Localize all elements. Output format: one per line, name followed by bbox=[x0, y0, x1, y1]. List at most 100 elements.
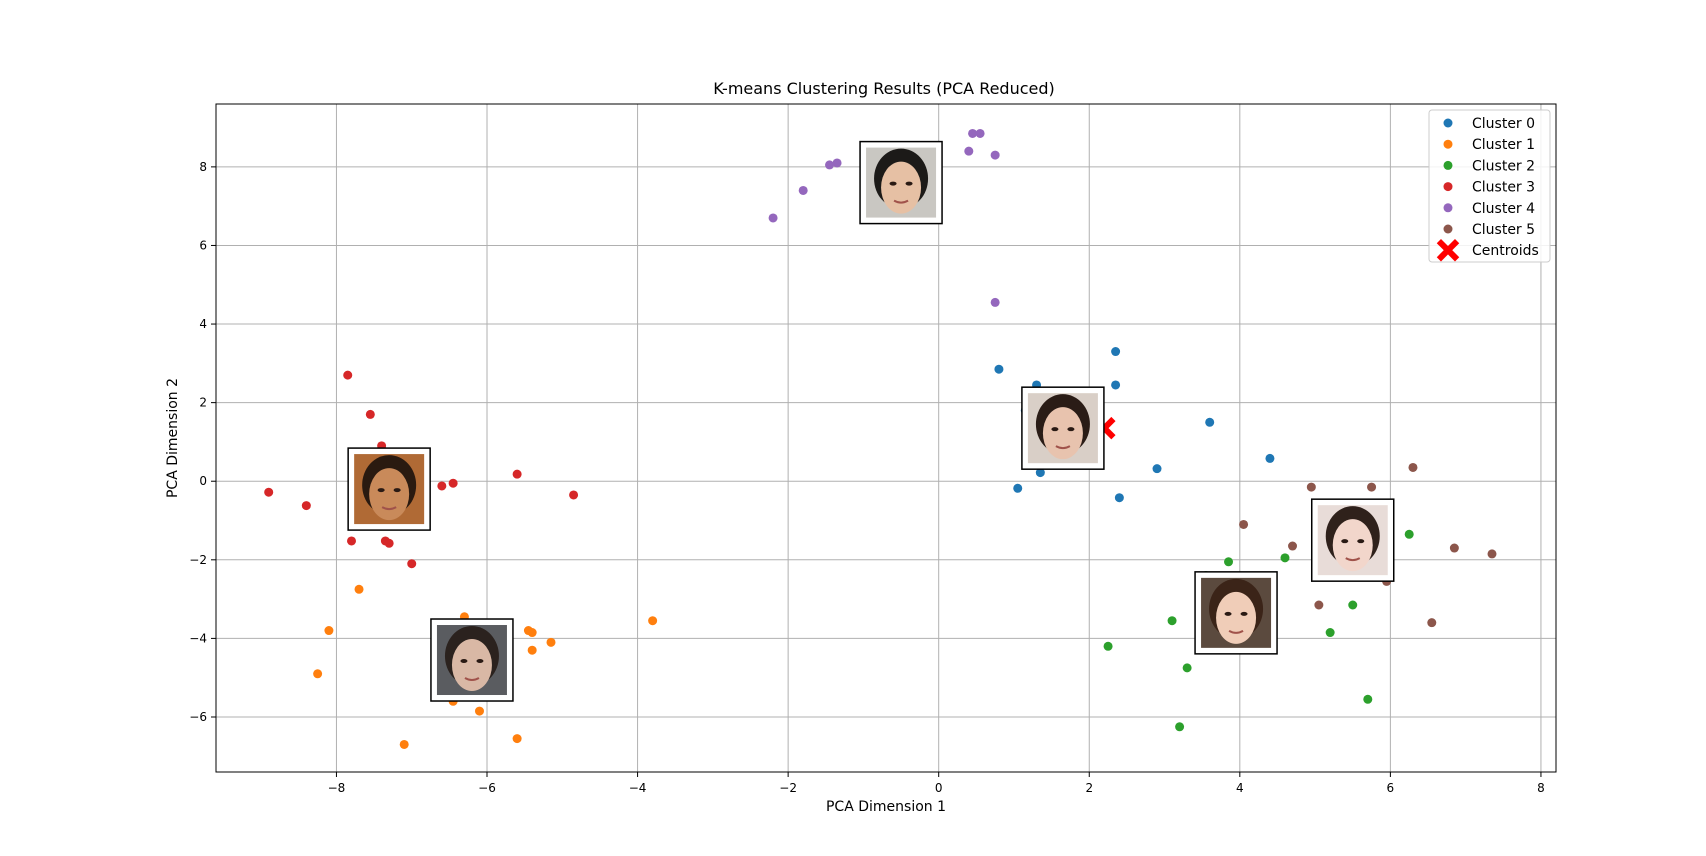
chart-title: K-means Clustering Results (PCA Reduced) bbox=[713, 79, 1055, 98]
legend-entry: Cluster 0 bbox=[1443, 116, 1535, 132]
cluster-4-point bbox=[990, 297, 1000, 307]
y-tick-label: −6 bbox=[189, 710, 207, 724]
legend-label: Cluster 1 bbox=[1472, 137, 1535, 153]
centroid-thumbnails bbox=[347, 140, 1395, 702]
cluster-0-face-thumbnail bbox=[1021, 386, 1105, 470]
legend-entry: Cluster 4 bbox=[1443, 201, 1535, 217]
cluster-0-point bbox=[1152, 464, 1162, 474]
cluster-0-point bbox=[1111, 380, 1121, 390]
cluster-1-point bbox=[512, 734, 522, 744]
y-tick-label: 8 bbox=[199, 160, 207, 174]
cluster-4-point bbox=[975, 128, 985, 138]
x-tick-label: 2 bbox=[1085, 781, 1093, 795]
cluster-3-point bbox=[569, 490, 579, 500]
cluster-3-point bbox=[264, 487, 274, 497]
cluster-1-point bbox=[354, 584, 364, 594]
x-tick-label: 8 bbox=[1537, 781, 1545, 795]
x-tick-label: −4 bbox=[629, 781, 647, 795]
cluster-2-point bbox=[1182, 663, 1192, 673]
cluster-0-point bbox=[1013, 483, 1023, 493]
y-axis-label: PCA Dimension 2 bbox=[165, 378, 181, 498]
legend-entry: Cluster 1 bbox=[1443, 137, 1535, 153]
legend-label: Cluster 3 bbox=[1472, 180, 1535, 196]
cluster-2-point bbox=[1167, 616, 1177, 626]
cluster-0-point bbox=[1205, 417, 1215, 427]
cluster-5-point bbox=[1408, 462, 1418, 472]
cluster-1-point bbox=[527, 645, 537, 655]
cluster-5-point bbox=[1367, 482, 1377, 492]
cluster-0-point bbox=[1114, 493, 1124, 503]
cluster-4-face-thumbnail bbox=[859, 140, 943, 225]
legend-label: Cluster 0 bbox=[1472, 116, 1535, 132]
cluster-1-point bbox=[313, 669, 323, 679]
x-tick-label: 6 bbox=[1387, 781, 1395, 795]
cluster-3-point bbox=[347, 536, 357, 546]
cluster-4-point bbox=[990, 150, 1000, 160]
cluster-0-point bbox=[1035, 468, 1045, 478]
y-tick-label: 6 bbox=[199, 238, 207, 252]
legend-entry: Cluster 2 bbox=[1443, 158, 1535, 174]
legend-entry: Centroids bbox=[1436, 238, 1539, 262]
cluster-2-point bbox=[1224, 557, 1234, 567]
y-tick-label: −2 bbox=[189, 553, 207, 567]
cluster-5-point bbox=[1487, 549, 1497, 559]
cluster-3-point bbox=[437, 481, 447, 491]
cluster-3-point bbox=[407, 559, 417, 569]
y-tick-label: 0 bbox=[199, 474, 207, 488]
cluster-4-point bbox=[832, 158, 842, 168]
cluster-0-point bbox=[994, 364, 1004, 374]
legend-label: Cluster 2 bbox=[1472, 158, 1535, 174]
cluster-2-point bbox=[1175, 722, 1185, 732]
cluster-3-point bbox=[448, 478, 458, 488]
legend-label: Centroids bbox=[1472, 243, 1539, 259]
x-axis-ticks: −8 −6 −4 −2 0 2 4 6 8 bbox=[328, 772, 1545, 795]
cluster-1-point bbox=[648, 616, 658, 626]
cluster-1-point bbox=[324, 626, 334, 636]
cluster-2-face-thumbnail bbox=[1194, 571, 1278, 655]
cluster-1-point bbox=[546, 637, 556, 647]
x-tick-label: −6 bbox=[478, 781, 496, 795]
legend-marker bbox=[1443, 182, 1453, 192]
legend-marker bbox=[1443, 118, 1453, 128]
legend-marker bbox=[1443, 139, 1453, 149]
y-tick-label: 4 bbox=[199, 317, 207, 331]
cluster-3-point bbox=[343, 370, 353, 380]
y-tick-label: −4 bbox=[189, 631, 207, 645]
cluster-5-point bbox=[1427, 618, 1437, 628]
cluster-3-face-thumbnail bbox=[347, 447, 431, 531]
legend-marker bbox=[1443, 224, 1453, 234]
legend-label: Cluster 5 bbox=[1472, 222, 1535, 238]
x-axis-label: PCA Dimension 1 bbox=[826, 799, 946, 815]
legend: Cluster 0 Cluster 1 Cluster 2 Cluster 3 Clus… bbox=[1428, 109, 1551, 263]
cluster-2-point bbox=[1363, 694, 1373, 704]
x-tick-label: 0 bbox=[935, 781, 943, 795]
legend-marker bbox=[1443, 160, 1453, 170]
cluster-2-point bbox=[1325, 628, 1335, 638]
cluster-4-point bbox=[768, 213, 778, 223]
cluster-5-point bbox=[1306, 482, 1316, 492]
y-tick-label: 2 bbox=[199, 396, 207, 410]
cluster-3-point bbox=[365, 409, 375, 419]
cluster-2-point bbox=[1103, 641, 1113, 651]
x-tick-label: −2 bbox=[779, 781, 797, 795]
cluster-3-point bbox=[512, 469, 522, 479]
legend-marker bbox=[1436, 238, 1460, 262]
cluster-5-point bbox=[1239, 519, 1249, 529]
legend-marker bbox=[1443, 203, 1453, 213]
cluster-2-point bbox=[1280, 553, 1290, 563]
cluster-5-point bbox=[1288, 541, 1298, 551]
cluster-4-point bbox=[968, 128, 978, 138]
cluster-2-point bbox=[1404, 529, 1414, 539]
plot-area-frame bbox=[215, 103, 1557, 773]
cluster-1-point bbox=[527, 628, 537, 638]
cluster-4-point bbox=[964, 146, 974, 156]
cluster-5-point bbox=[1449, 543, 1459, 553]
cluster-1-face-thumbnail bbox=[430, 618, 514, 702]
cluster-0-point bbox=[1265, 453, 1275, 463]
cluster-1-point bbox=[399, 739, 409, 749]
x-tick-label: 4 bbox=[1236, 781, 1244, 795]
cluster-4-point bbox=[825, 160, 835, 170]
cluster-4-point bbox=[798, 185, 808, 195]
y-axis-ticks: −6 −4 −2 0 2 4 6 8 bbox=[189, 160, 216, 724]
